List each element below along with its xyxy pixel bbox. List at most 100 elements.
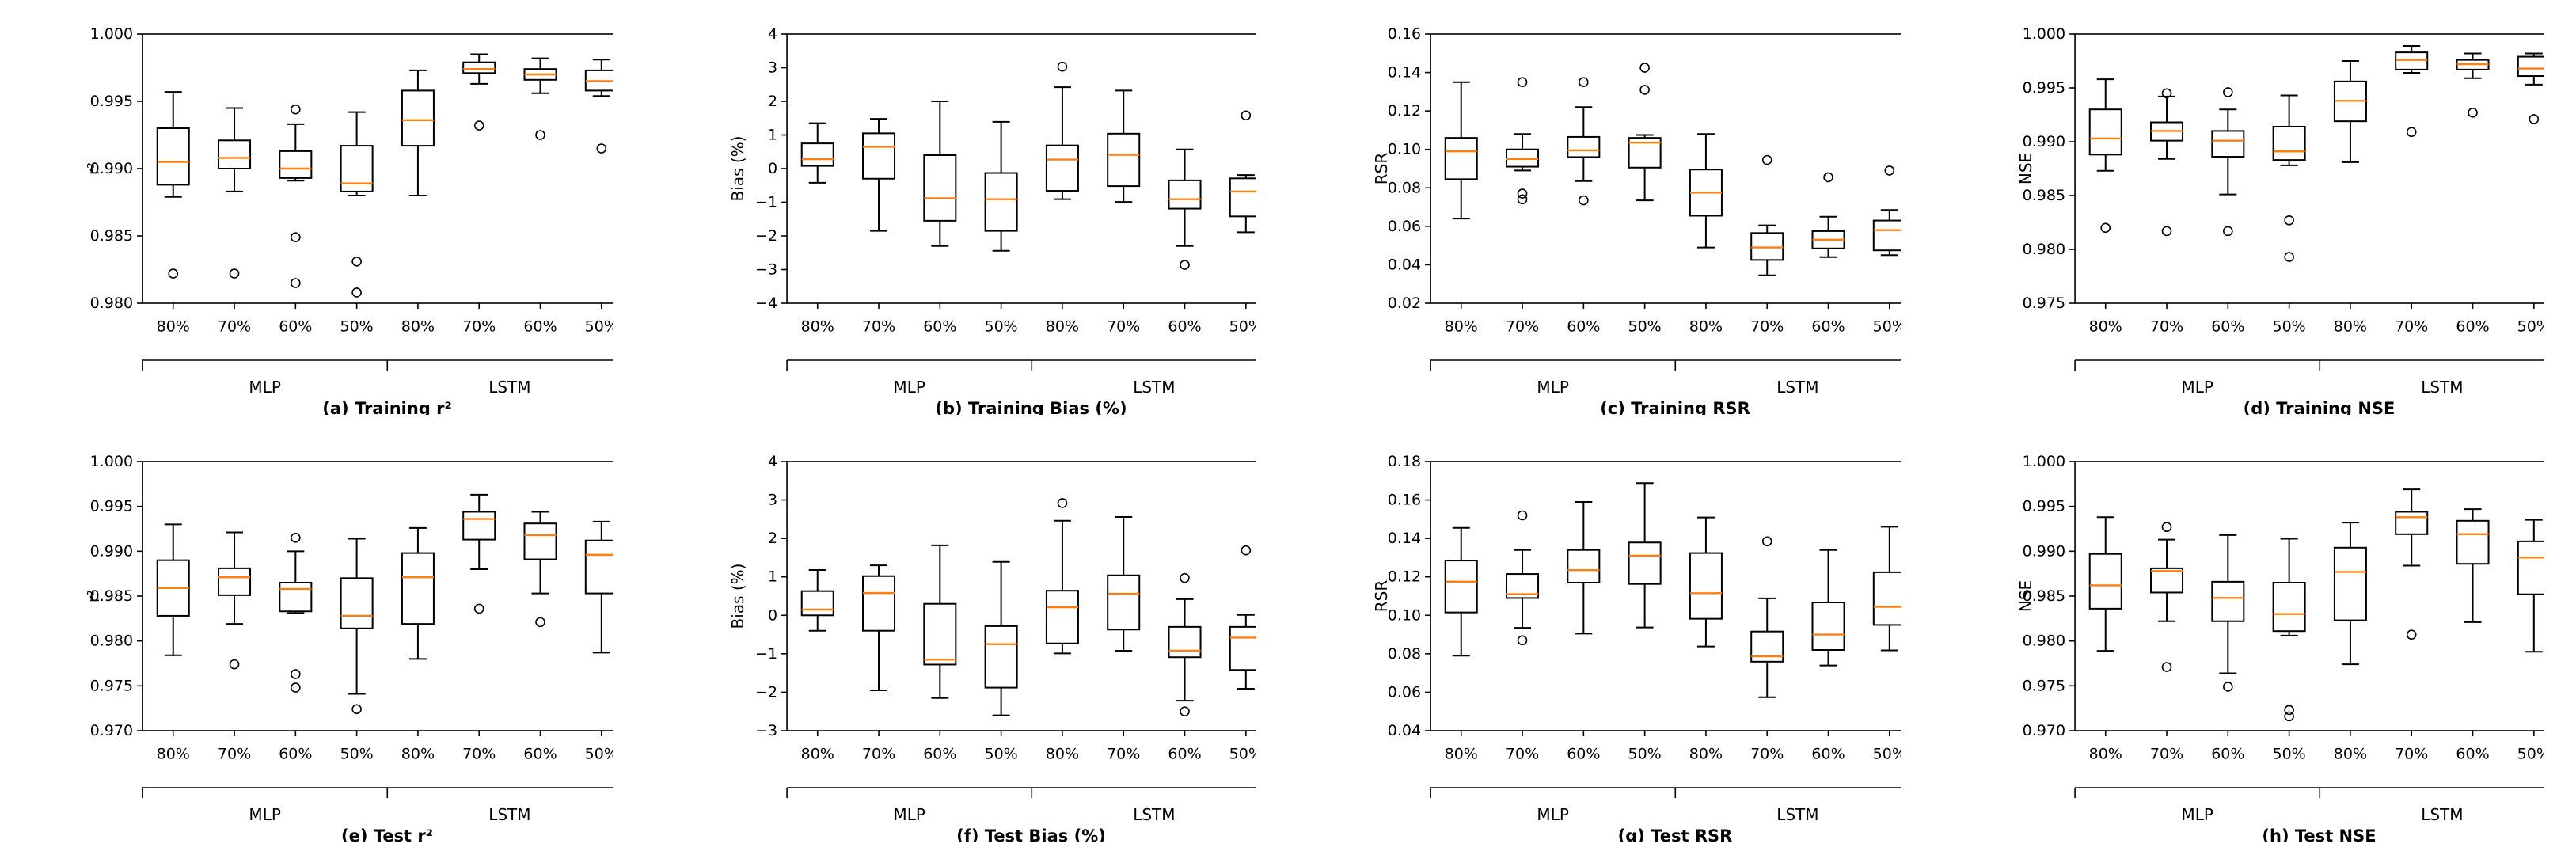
outlier-marker <box>2283 705 2294 716</box>
subplot-training-rsr-canvas: 0.02 0.04 0.06 0.08 0.10 0.12 0.14 0.16 RSR 80% 70… <box>1372 25 1901 397</box>
subplot-caption: (g) Test RSR <box>1617 826 1733 842</box>
y-tick-label: 0.995 <box>90 498 133 515</box>
x-tick-label: 70% <box>1750 318 1784 336</box>
x-tick-label: 60% <box>2456 746 2489 763</box>
y-tick-label: −1 <box>755 194 777 211</box>
x-tick-label: 50% <box>1873 746 1901 763</box>
box-rect <box>2088 553 2122 610</box>
x-tick-label: 70% <box>1506 746 1539 763</box>
x-tick-label: 70% <box>2149 746 2183 763</box>
y-tick-label: 0.975 <box>2022 294 2065 312</box>
box-rect <box>2517 55 2544 78</box>
x-tick-label: 60% <box>279 318 312 336</box>
box-lstm-60% <box>2456 508 2490 623</box>
subplot-test-r2-canvas: 0.970 0.975 0.980 0.985 0.990 0.995 1.000 r² 80%… <box>84 453 613 824</box>
box-lstm-60% <box>523 511 557 628</box>
x-tick-label: 60% <box>923 746 956 763</box>
box-mlp-50% <box>340 111 374 298</box>
model-group-axis: MLP LSTM <box>142 359 613 397</box>
x-tick-label: 80% <box>1045 746 1078 763</box>
box-lstm-70% <box>2394 44 2428 138</box>
outlier-marker <box>351 704 362 715</box>
model-group-axis: MLP LSTM <box>142 787 613 824</box>
box-rect <box>1229 625 1256 671</box>
box-rect <box>340 577 374 629</box>
y-tick-label: 0.985 <box>90 227 133 245</box>
outlier-marker <box>1179 706 1190 717</box>
box-rect <box>2394 51 2428 70</box>
box-lstm-80% <box>2333 522 2367 666</box>
box-mlp-80% <box>800 122 834 184</box>
box-rect <box>1229 177 1256 218</box>
box-rect <box>2272 582 2306 633</box>
x-tick-label: 80% <box>800 746 834 763</box>
subplot-training-r2: 0.980 0.985 0.990 0.995 1.000 r² 80% 70% 60% 50% 8… <box>32 13 613 415</box>
x-tick-label: 50% <box>585 746 613 763</box>
subplot-caption: (a) Training r² <box>322 399 452 415</box>
outlier-marker <box>351 256 362 267</box>
box-lstm-50% <box>584 59 613 154</box>
box-mlp-50% <box>1628 482 1662 629</box>
box-mlp-60% <box>2210 87 2244 237</box>
y-tick-label: 0.990 <box>2022 133 2065 150</box>
box-rect <box>2394 511 2428 535</box>
y-tick-label: 0.990 <box>90 542 133 560</box>
y-tick-label: 0.995 <box>2022 498 2065 515</box>
y-tick-label: 0.980 <box>2022 633 2065 650</box>
outlier-marker <box>1057 498 1067 508</box>
y-tick-label: 0.04 <box>1388 722 1421 739</box>
outlier-marker <box>1639 85 1650 95</box>
outlier-marker <box>291 533 301 543</box>
plot-border <box>142 461 613 732</box>
x-tick-label: 80% <box>157 746 190 763</box>
box-mlp-60% <box>2210 534 2244 692</box>
x-tick-label: 60% <box>1168 746 1201 763</box>
outlier-marker <box>291 232 301 243</box>
y-axis-label: Bias (%) <box>728 136 747 202</box>
subplot-test-r2: 0.970 0.975 0.980 0.985 0.990 0.995 1.000 r² 80%… <box>32 440 613 842</box>
y-tick-label: 0.16 <box>1388 492 1421 509</box>
group-label: LSTM <box>2421 805 2463 824</box>
box-rect <box>1567 549 1601 583</box>
outlier-marker <box>1517 77 1528 88</box>
y-tick-label: 1.000 <box>90 25 133 43</box>
outlier-marker <box>535 617 545 628</box>
box-mlp-50% <box>2272 538 2306 722</box>
box-rect <box>1872 571 1901 626</box>
outlier-marker <box>1517 635 1528 646</box>
y-tick-label: 4 <box>767 25 777 43</box>
box-mlp-80% <box>156 91 190 279</box>
box-mlp-80% <box>1444 81 1478 220</box>
subplot-test-rsr: 0.04 0.06 0.08 0.10 0.12 0.14 0.16 0.18 RSR 80% 70… <box>1320 440 1901 842</box>
group-label: LSTM <box>488 805 530 824</box>
plot-border <box>142 33 613 304</box>
y-axis-label: Bias (%) <box>728 564 747 629</box>
x-tick-label: 70% <box>1107 318 1140 336</box>
box-rect <box>218 567 252 596</box>
box-lstm-60% <box>523 57 557 140</box>
box-mlp-60% <box>279 104 313 288</box>
x-tick-label: 60% <box>1168 318 1201 336</box>
box-rect <box>584 539 613 595</box>
outlier-marker <box>1761 536 1772 547</box>
y-tick-label: 0.975 <box>2022 677 2065 694</box>
subplot-training-r2-canvas: 0.980 0.985 0.990 0.995 1.000 r² 80% 70% 60% 50% 8… <box>84 25 613 397</box>
y-axis-label: RSR <box>1372 153 1391 185</box>
group-label: MLP <box>1537 805 1568 824</box>
box-mlp-70% <box>1506 77 1540 205</box>
x-tick-label: 70% <box>218 746 251 763</box>
outlier-marker <box>1823 172 1833 183</box>
y-tick-label: 0.980 <box>2022 241 2065 258</box>
box-mlp-70% <box>2149 88 2183 237</box>
subplot-test-nse: 0.970 0.975 0.980 0.985 0.990 0.995 1.000 NSE 80… <box>1964 440 2544 842</box>
outlier-marker <box>1517 194 1528 205</box>
x-tick-label: 80% <box>800 318 834 336</box>
box-lstm-80% <box>1689 133 1723 249</box>
box-rect <box>1689 552 1723 620</box>
box-rect <box>1168 179 1202 210</box>
model-group-axis: MLP LSTM <box>785 359 1256 397</box>
box-rect <box>984 625 1018 689</box>
y-tick-label: 2 <box>767 93 777 110</box>
box-mlp-70% <box>861 118 895 232</box>
outlier-marker <box>1579 77 1589 88</box>
